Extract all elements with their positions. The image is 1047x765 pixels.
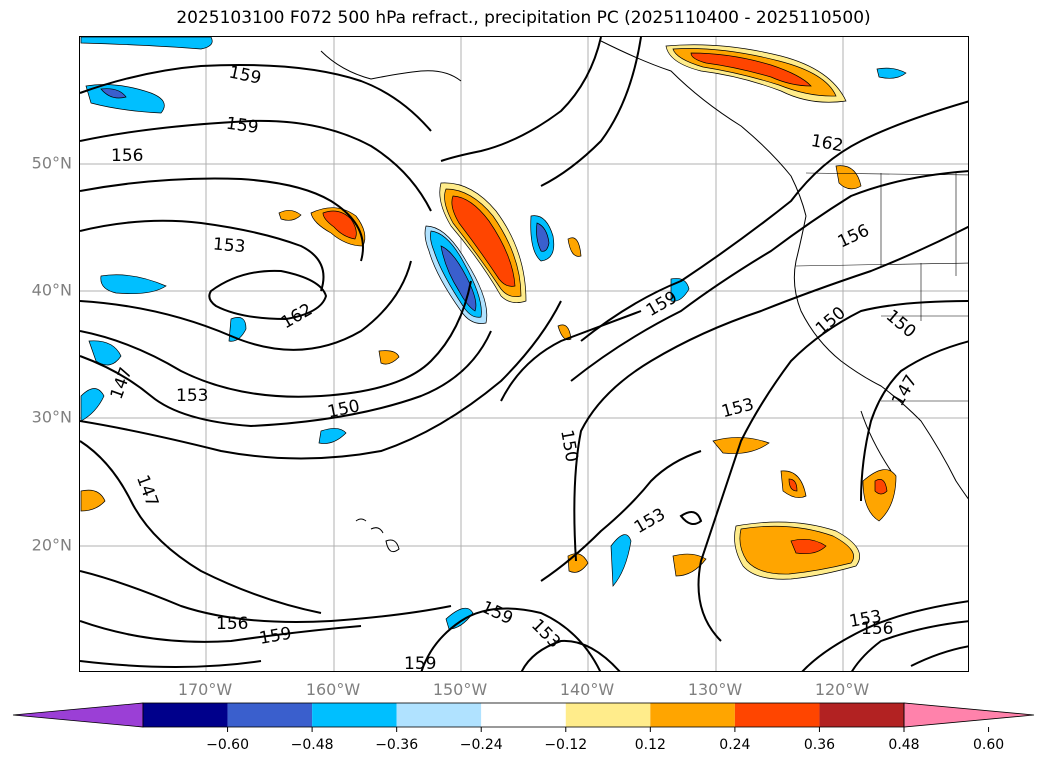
positive-anomaly-region bbox=[690, 52, 812, 87]
positive-anomaly-region bbox=[378, 350, 400, 365]
lon-label-160w: 160°W bbox=[305, 680, 361, 699]
negative-anomaly-region bbox=[318, 428, 347, 444]
colorbar: −0.60 −0.48 −0.36 −0.24 −0.12 0.12 0.24 0.36 0.4… bbox=[12, 702, 1035, 753]
positive-anomaly-region bbox=[862, 469, 897, 522]
colorbar-outline bbox=[142, 702, 905, 728]
refractivity-contours bbox=[80, 37, 968, 671]
colorbar-tick-label: 0.36 bbox=[804, 737, 835, 753]
colorbar-tick-label: −0.36 bbox=[375, 737, 418, 753]
colorbar-segment bbox=[312, 703, 397, 727]
lat-label-20n: 20°N bbox=[31, 535, 72, 555]
colorbar-segment bbox=[819, 703, 904, 727]
colorbar-tick-label: −0.24 bbox=[460, 737, 503, 753]
negative-anomaly-region bbox=[536, 222, 550, 252]
negative-anomaly-region bbox=[100, 88, 127, 99]
contour-label: 159 bbox=[258, 624, 293, 649]
negative-anomaly-region bbox=[876, 67, 907, 79]
contour-label: 147 bbox=[888, 372, 922, 410]
negative-anomaly-region bbox=[228, 317, 247, 342]
colorbar-ticks: −0.60 −0.48 −0.36 −0.24 −0.12 0.12 0.24 0.36 0.4… bbox=[206, 727, 1004, 753]
contour-label: 162 bbox=[278, 300, 316, 334]
colorbar-segments bbox=[12, 702, 1035, 728]
map-canvas: 159 159 156 153 162 147 153 150 147 156 … bbox=[80, 37, 968, 672]
positive-anomaly-region bbox=[790, 539, 827, 555]
map-title: 2025103100 F072 500 hPa refract., precip… bbox=[176, 8, 871, 28]
contour-label: 159 bbox=[227, 62, 263, 88]
colorbar-tick-label: −0.60 bbox=[206, 737, 249, 753]
positive-anomaly-region bbox=[567, 553, 589, 573]
lat-label-50n: 50°N bbox=[31, 153, 72, 173]
positive-anomaly-region bbox=[672, 553, 707, 577]
positive-anomaly-region bbox=[874, 479, 888, 495]
colorbar-extend-low bbox=[12, 702, 144, 728]
contour-label: 159 bbox=[404, 654, 436, 672]
political-borders bbox=[795, 172, 968, 402]
contour-label: 150 bbox=[812, 303, 850, 339]
hawaii-islands bbox=[355, 518, 400, 553]
contour-label: 150 bbox=[556, 428, 581, 463]
positive-anomaly-region bbox=[451, 195, 516, 287]
negative-anomaly-region bbox=[80, 37, 213, 50]
lon-label-130w: 130°W bbox=[687, 680, 743, 699]
contour-label: 162 bbox=[809, 131, 844, 156]
contour-label: 147 bbox=[132, 472, 162, 509]
contour-label: 156 bbox=[835, 221, 873, 253]
positive-anomaly-region bbox=[80, 489, 106, 512]
lon-label-120w: 120°W bbox=[814, 680, 870, 699]
negative-anomaly-region bbox=[85, 84, 165, 114]
colorbar-segment bbox=[481, 703, 566, 727]
contour-label: 159 bbox=[225, 114, 260, 138]
positive-anomaly-region bbox=[278, 210, 302, 221]
colorbar-tick-label: −0.48 bbox=[291, 737, 334, 753]
lon-label-170w: 170°W bbox=[177, 680, 233, 699]
lat-label-40n: 40°N bbox=[31, 280, 72, 300]
contour-label: 159 bbox=[478, 597, 516, 629]
colorbar-tick-label: 0.48 bbox=[888, 737, 919, 753]
positive-anomaly-region bbox=[557, 324, 572, 341]
colorbar-tick-label: 0.12 bbox=[635, 737, 666, 753]
negative-anomaly-region bbox=[100, 274, 167, 295]
negative-anomaly-region bbox=[80, 388, 105, 422]
contour-label: 153 bbox=[176, 386, 208, 406]
lon-label-150w: 150°W bbox=[432, 680, 488, 699]
positive-anomaly-region bbox=[712, 437, 770, 454]
contour-label: 153 bbox=[212, 234, 246, 257]
contour-label: 153 bbox=[631, 504, 669, 538]
positive-anomaly-region bbox=[788, 478, 798, 492]
colorbar-segment bbox=[650, 703, 735, 727]
colorbar-extend-high bbox=[903, 702, 1035, 728]
contour-label: 150 bbox=[326, 396, 362, 422]
negative-anomaly-region bbox=[445, 607, 474, 630]
colorbar-tick-label: −0.12 bbox=[544, 737, 587, 753]
colorbar-segment bbox=[227, 703, 313, 727]
colorbar-segment bbox=[143, 703, 228, 727]
lat-label-30n: 30°N bbox=[31, 407, 72, 427]
contour-label: 156 bbox=[861, 619, 893, 639]
colorbar-tick-label: 0.24 bbox=[719, 737, 750, 753]
colorbar-segment bbox=[396, 703, 482, 727]
colorbar-segment bbox=[565, 703, 651, 727]
colorbar-segment bbox=[734, 703, 820, 727]
colorbar-tick-label: 0.60 bbox=[973, 737, 1004, 753]
contour-label: 153 bbox=[527, 615, 564, 652]
negative-anomaly-region bbox=[610, 534, 632, 587]
contour-label: 150 bbox=[882, 306, 920, 342]
precip-anomaly-fills bbox=[80, 37, 907, 630]
map-panel: 159 159 156 153 162 147 153 150 147 156 … bbox=[79, 36, 969, 672]
positive-anomaly-region bbox=[835, 165, 862, 190]
contour-label: 156 bbox=[111, 146, 143, 166]
contour-label: 156 bbox=[216, 614, 248, 634]
lon-label-140w: 140°W bbox=[559, 680, 615, 699]
positive-anomaly-region bbox=[322, 210, 357, 240]
positive-anomaly-region bbox=[567, 237, 582, 257]
coastline bbox=[320, 40, 968, 500]
